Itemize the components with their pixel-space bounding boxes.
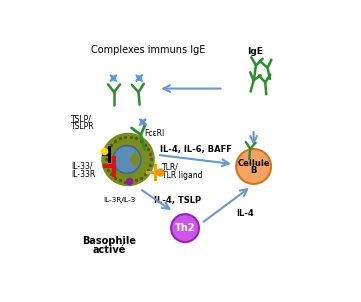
Text: TSLPR: TSLPR xyxy=(71,122,95,131)
Text: activé: activé xyxy=(93,245,126,255)
Polygon shape xyxy=(139,119,146,125)
Text: Basophile: Basophile xyxy=(82,236,136,246)
Text: IL-33R: IL-33R xyxy=(71,170,95,179)
Text: TLR/: TLR/ xyxy=(162,163,179,172)
Text: Th2: Th2 xyxy=(175,223,195,233)
Circle shape xyxy=(101,133,155,186)
Text: IL-4, TSLP: IL-4, TSLP xyxy=(155,196,201,205)
Text: B: B xyxy=(251,166,257,175)
Circle shape xyxy=(236,149,271,184)
Text: IL-3: IL-3 xyxy=(122,197,135,203)
Text: IL-3R/: IL-3R/ xyxy=(103,197,124,203)
Text: Cellule: Cellule xyxy=(237,159,270,168)
Wedge shape xyxy=(129,151,139,168)
Text: FcεRI: FcεRI xyxy=(144,129,165,137)
Circle shape xyxy=(113,146,141,173)
Text: Complexes immuns IgE: Complexes immuns IgE xyxy=(91,45,205,55)
Polygon shape xyxy=(136,75,143,81)
Text: IgE: IgE xyxy=(247,47,263,56)
Text: TLR ligand: TLR ligand xyxy=(162,171,203,180)
Text: IL-33/: IL-33/ xyxy=(71,162,92,171)
Polygon shape xyxy=(110,75,117,81)
Text: IL-4: IL-4 xyxy=(236,209,255,218)
Text: TSLP/: TSLP/ xyxy=(71,114,92,123)
Circle shape xyxy=(171,214,199,242)
Text: IL-4, IL-6, BAFF: IL-4, IL-6, BAFF xyxy=(160,145,231,153)
